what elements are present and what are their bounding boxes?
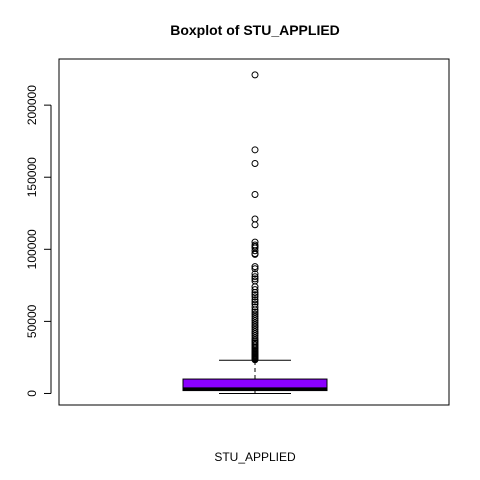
box-group [182,359,328,394]
outlier-point [251,221,259,229]
outlier-point [251,247,259,255]
outlier-point [251,289,259,297]
x-axis-label: STU_APPLIED [214,450,296,464]
outlier-point [251,286,259,294]
outlier-point [251,270,259,278]
chart-title: Boxplot of STU_APPLIED [170,22,340,38]
outlier-point [251,160,259,168]
outlier-point [251,356,259,364]
iqr-box [182,378,328,392]
outlier-point [251,298,259,306]
y-axis: 0 50000 100000 150000 200000 [25,85,52,397]
y-tick-label: 0 [25,390,39,397]
y-tick-label: 200000 [25,85,39,125]
y-tick-label: 100000 [25,229,39,269]
outlier-point [251,71,259,79]
y-tick-label: 50000 [25,304,39,338]
outlier-point [251,296,259,304]
outlier-point [251,275,259,283]
outlier-point [251,215,259,223]
outlier-point [251,191,259,199]
outlier-point [251,250,259,258]
y-tick-label: 150000 [25,157,39,197]
plot-frame [58,58,450,406]
outlier-point [251,146,259,154]
outlier-point [251,265,259,273]
outlier-point [251,273,259,281]
outlier-point [251,303,259,311]
outlier-point [251,263,259,271]
outlier-point [251,293,259,301]
outlier-group [251,71,259,364]
outlier-point [251,291,259,299]
